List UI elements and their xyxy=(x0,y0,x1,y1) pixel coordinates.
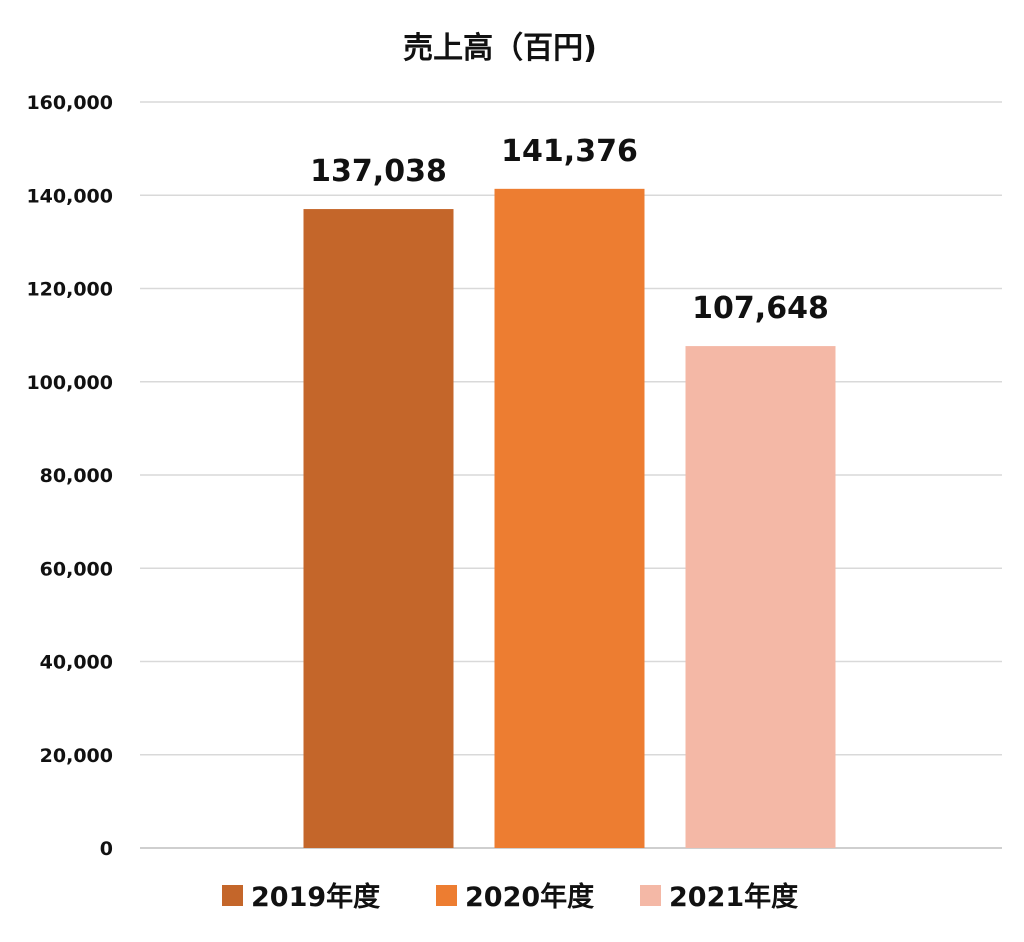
y-tick-label: 80,000 xyxy=(40,465,113,487)
legend-label: 2020年度 xyxy=(465,881,594,913)
y-tick-label: 0 xyxy=(100,838,113,860)
data-labels: 137,038 141,376 107,648 xyxy=(310,134,829,326)
chart-title: 売上高（百円) xyxy=(403,31,597,66)
y-tick-label: 140,000 xyxy=(26,185,113,207)
y-tick-label: 100,000 xyxy=(26,372,113,394)
y-tick-label: 160,000 xyxy=(26,92,113,114)
y-tick-label: 60,000 xyxy=(40,558,113,580)
legend-swatch xyxy=(222,885,243,906)
data-label: 141,376 xyxy=(501,134,638,169)
y-tick-label: 20,000 xyxy=(40,745,113,767)
legend: 2019年度 2020年度 2021年度 xyxy=(222,881,798,913)
y-axis-tick-labels: 0 20,000 40,000 60,000 80,000 100,000 120,000 1… xyxy=(26,92,113,860)
data-label: 137,038 xyxy=(310,154,447,189)
legend-swatch xyxy=(640,885,661,906)
y-tick-label: 120,000 xyxy=(26,279,113,301)
legend-label: 2019年度 xyxy=(251,881,380,913)
legend-swatch xyxy=(436,885,457,906)
bars xyxy=(303,188,836,849)
bar-2019年度 xyxy=(303,209,454,849)
bar-2020年度 xyxy=(494,188,645,848)
legend-label: 2021年度 xyxy=(669,881,798,913)
data-label: 107,648 xyxy=(692,291,829,326)
y-tick-label: 40,000 xyxy=(40,652,113,674)
bar-2021年度 xyxy=(685,346,836,848)
